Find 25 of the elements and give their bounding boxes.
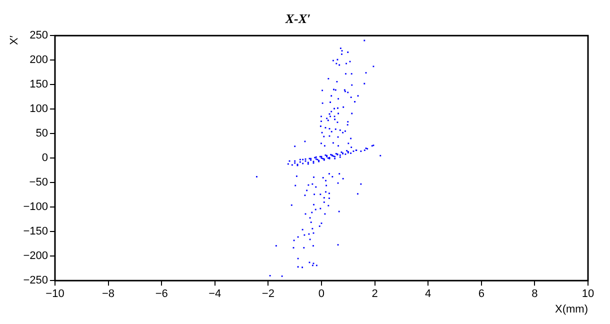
x-tick-label: 4	[425, 288, 432, 300]
x-tick-label: 6	[478, 288, 484, 300]
x-tick-label: −4	[208, 288, 222, 300]
x-tick-label: −8	[102, 288, 115, 300]
chart-title: X-X′	[284, 11, 312, 26]
x-tick-label: 8	[532, 288, 538, 300]
y-tick-label: −150	[23, 226, 48, 238]
y-tick-label: 250	[30, 30, 48, 42]
y-tick-label: 100	[30, 103, 48, 116]
x-tick-label: 2	[372, 288, 378, 300]
y-tick-label: −250	[23, 274, 48, 287]
x-tick-label: −6	[155, 288, 168, 300]
y-tick-label: 0	[42, 152, 48, 164]
y-tick-label: 150	[30, 78, 48, 91]
x-tick-label: 10	[582, 288, 594, 300]
y-tick-label: −50	[29, 176, 48, 189]
y-axis-title: X′	[8, 36, 21, 46]
y-tick-label: 200	[30, 54, 48, 66]
y-tick-label: 50	[36, 128, 48, 140]
y-tick-label: −200	[23, 250, 48, 262]
x-axis-title: X(mm)	[555, 303, 588, 316]
x-tick-label: 0	[318, 288, 325, 300]
x-tick-label: −2	[262, 288, 274, 300]
x-tick-label: −10	[46, 288, 64, 300]
y-tick-label: −100	[23, 201, 48, 214]
